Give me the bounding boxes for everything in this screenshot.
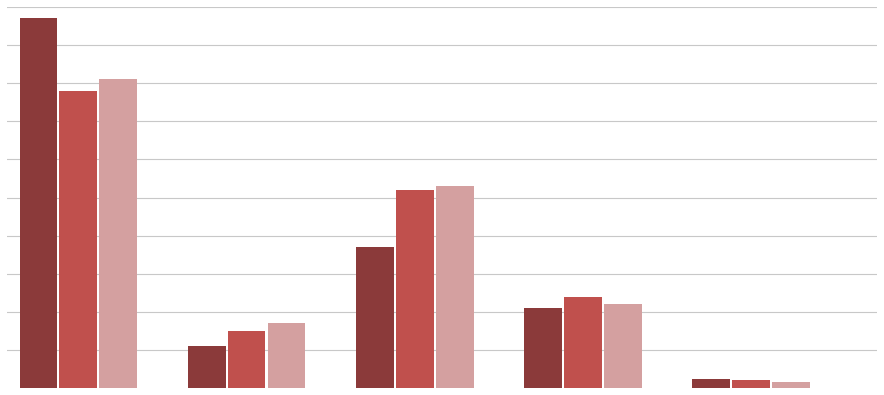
Bar <box>227 331 265 388</box>
Bar <box>59 91 97 388</box>
Bar <box>436 186 474 388</box>
Bar <box>772 382 810 388</box>
Bar <box>187 346 225 388</box>
Bar <box>19 19 57 388</box>
Bar <box>99 79 137 388</box>
Bar <box>396 190 433 388</box>
Bar <box>604 304 642 388</box>
Bar <box>356 247 393 388</box>
Bar <box>692 378 730 388</box>
Bar <box>268 323 305 388</box>
Bar <box>564 297 602 388</box>
Bar <box>524 308 562 388</box>
Bar <box>732 380 770 388</box>
